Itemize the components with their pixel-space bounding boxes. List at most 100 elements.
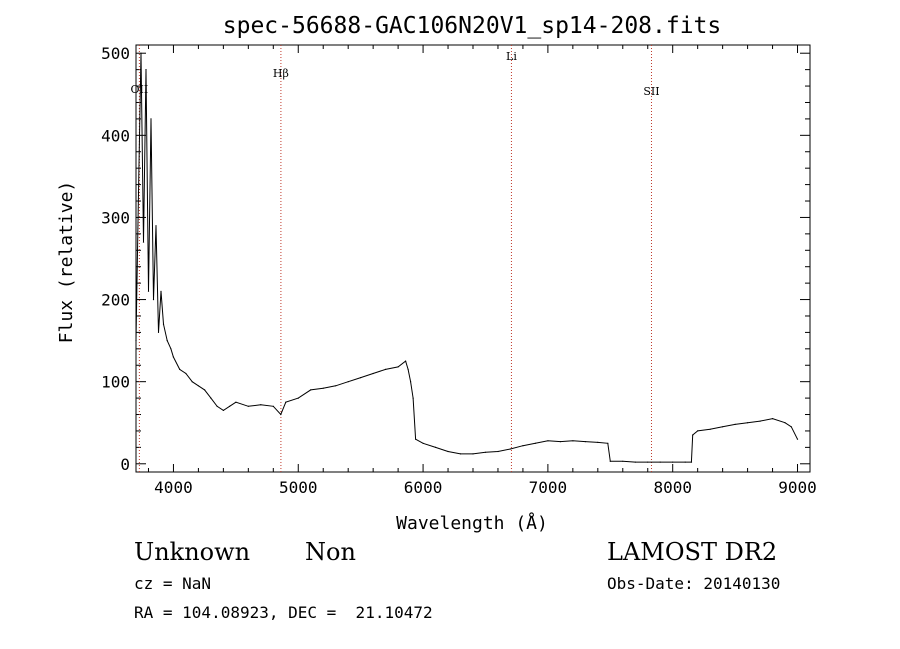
- spectrum-point-74: [759, 420, 761, 422]
- spectrum-point-1: [137, 192, 140, 194]
- spectrum-point-68: [692, 434, 694, 436]
- spectrum-point-16: [185, 372, 187, 375]
- spectrum-point-20: [210, 397, 212, 399]
- spectrum-point-60: [609, 460, 611, 462]
- spectrum-point-70: [709, 428, 711, 430]
- spectrum-point-23: [229, 405, 231, 407]
- spectrum-point-36: [372, 372, 374, 375]
- spectrum-point-47: [459, 453, 462, 455]
- spectrum-point-65: [672, 461, 674, 463]
- spectrum-point-21: [216, 405, 218, 407]
- spectrum-point-50: [497, 450, 499, 453]
- y-tick-label-2: 200: [101, 291, 130, 310]
- object-subclass: Non: [305, 538, 356, 566]
- spectrum-point-19: [204, 389, 206, 391]
- y-tick-label-4: 400: [101, 126, 130, 145]
- line-marker-label-0: OII: [131, 83, 149, 96]
- spectrum-point-0: [135, 340, 137, 342]
- spectrum-point-78: [796, 438, 799, 440]
- spectrum-point-3: [142, 241, 145, 243]
- spectrum-point-9: [157, 331, 160, 333]
- redshift-cz: cz = NaN: [134, 574, 212, 593]
- spectrum-point-8: [155, 225, 157, 227]
- spectrum-point-66: [684, 461, 686, 463]
- x-axis-label: Wavelength (Å): [396, 512, 548, 534]
- x-tick-label-5: 9000: [778, 478, 817, 497]
- spectrum-point-72: [734, 423, 736, 425]
- object-class: Unknown: [134, 538, 251, 566]
- spectrum-point-43: [415, 438, 417, 440]
- spectrum-point-75: [772, 418, 774, 420]
- spectrum-point-38: [397, 366, 399, 368]
- x-tick-label-2: 6000: [404, 478, 443, 497]
- spectrum-point-34: [347, 381, 349, 383]
- line-marker-label-3: SII: [643, 85, 659, 98]
- spectrum-point-32: [322, 387, 324, 389]
- spectrum-point-49: [484, 451, 487, 453]
- spectrum-point-56: [572, 440, 574, 442]
- spectrum-point-59: [607, 442, 609, 444]
- spectrum-point-42: [412, 397, 414, 399]
- y-tick-label-3: 300: [101, 208, 130, 227]
- spectrum-point-15: [179, 368, 181, 370]
- x-tick-label-1: 5000: [279, 478, 318, 497]
- spectrum-point-29: [285, 401, 287, 403]
- spectrum-point-2: [140, 52, 142, 54]
- spectrum-point-33: [335, 385, 337, 387]
- spectrum-point-46: [447, 450, 449, 453]
- line-marker-label-1: Hβ: [273, 67, 289, 80]
- spectrum-point-7: [152, 299, 155, 301]
- spectrum-point-25: [247, 405, 249, 407]
- spectrum-point-4: [145, 69, 147, 71]
- spectrum-point-18: [197, 385, 199, 387]
- x-tick-label-3: 7000: [529, 478, 568, 497]
- spectrum-point-76: [784, 422, 786, 424]
- spectrum-point-51: [509, 448, 511, 450]
- spectrum-point-31: [310, 389, 312, 391]
- spectrum-point-45: [435, 446, 437, 448]
- spectrum-point-39: [405, 360, 407, 362]
- spectrum-point-40: [407, 368, 409, 370]
- spectrum-point-67: [690, 461, 693, 463]
- spectrum-point-69: [697, 430, 699, 432]
- spectrum-point-35: [360, 377, 362, 379]
- ra-dec-coordinates: RA = 104.08923, DEC = 21.10472: [134, 603, 433, 622]
- spectrum-point-30: [297, 397, 299, 399]
- y-tick-label-1: 100: [101, 373, 130, 392]
- spectrum-point-64: [659, 461, 661, 463]
- spectrum-point-28: [280, 413, 282, 416]
- spectrum-point-10: [160, 290, 162, 292]
- spectrum-point-14: [172, 356, 174, 358]
- spectrum-point-77: [790, 426, 792, 428]
- spectrum-point-27: [272, 405, 274, 407]
- y-axis-label: Flux (relative): [56, 181, 77, 344]
- spectrum-point-26: [260, 404, 262, 406]
- spectrum-point-48: [472, 453, 474, 455]
- spectrum-point-6: [150, 118, 152, 120]
- spectrum-point-37: [385, 368, 387, 370]
- spectrum-point-24: [235, 401, 237, 403]
- chart-title: spec-56688-GAC106N20V1_sp14-208.fits: [223, 13, 722, 39]
- spectrum-point-22: [222, 409, 224, 411]
- spectrum-point-5: [147, 290, 150, 292]
- spectrum-point-57: [584, 441, 586, 443]
- spectrum-point-17: [191, 381, 193, 383]
- spectrum-point-63: [647, 461, 649, 463]
- spectrum-point-55: [559, 441, 562, 443]
- spectrum-point-53: [534, 442, 537, 444]
- spectrum-point-54: [547, 440, 549, 442]
- spectrum-point-12: [166, 340, 168, 342]
- spectrum-point-11: [162, 323, 165, 325]
- spectrum-point-58: [597, 441, 599, 443]
- spectrum-point-61: [622, 460, 624, 462]
- y-tick-label-0: 0: [120, 455, 130, 474]
- spectrum-point-62: [634, 461, 636, 463]
- spectrum-point-73: [747, 422, 749, 424]
- plot-frame: [135, 44, 811, 473]
- line-marker-label-2: Li: [506, 50, 517, 63]
- spectrum-point-44: [422, 442, 424, 444]
- spectrum-point-13: [170, 348, 172, 350]
- x-tick-label-0: 4000: [154, 478, 193, 497]
- spectrum-point-41: [410, 381, 412, 383]
